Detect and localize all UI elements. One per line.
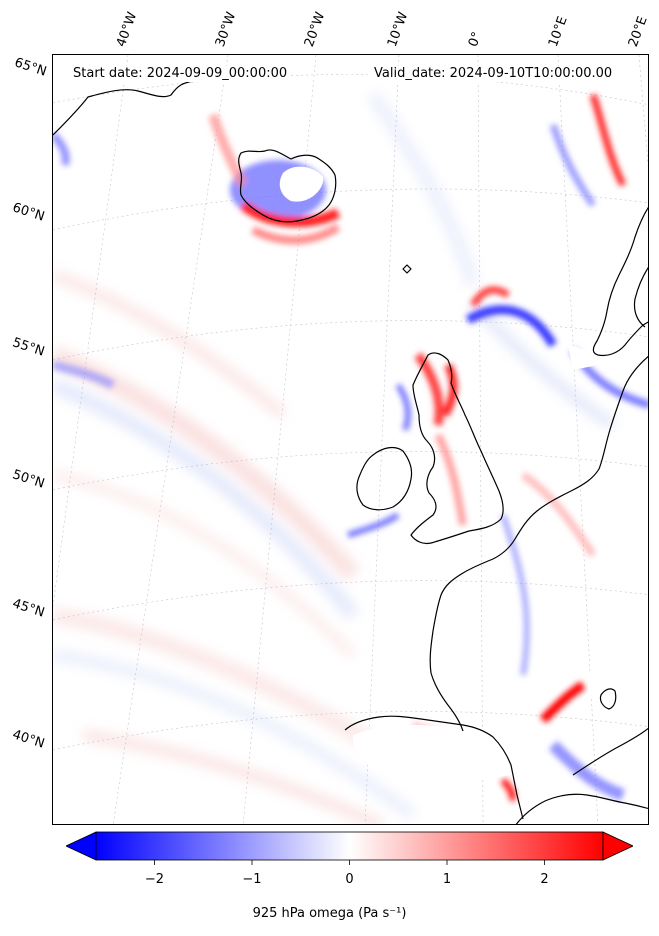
colorbar-tick-label: −1 [242,872,262,887]
lat-label-40n: 40°N [10,727,47,752]
coast-north-africa [515,793,648,824]
masked-terrain [279,166,648,784]
colorbar [66,831,633,865]
lat-label-55n: 55°N [10,335,47,360]
colorbar-tick-label: 2 [540,872,549,887]
lat-label-65n: 65°N [12,55,49,80]
coast-continent [429,355,648,732]
coast-sardinia [599,688,617,710]
coast-norway [592,206,648,357]
colorbar-tick-label: −2 [144,872,165,887]
lon-label-10e: 10°E [545,14,571,50]
graticule [53,55,648,824]
lat-label-60n: 60°N [10,200,47,225]
lon-label-20w: 20°W [301,10,329,49]
colorbar-tick-label: 1 [442,872,452,887]
lon-label-30w: 30°W [212,10,240,49]
colorbar-body [95,831,604,861]
background-bands [53,91,616,824]
start-date-label: Start date: 2024-09-09_00:00:00 [69,66,292,82]
colorbar-tick-label: 0 [345,872,354,887]
coast-iberia [344,715,524,820]
coastlines [53,76,648,824]
coast-iceland [238,149,337,223]
omega-map [53,55,648,824]
lon-label-10w: 10°W [384,10,412,49]
coast-med-east [572,727,648,776]
colorbar-label: 925 hPa omega (Pa s⁻¹) [252,906,407,921]
colorbar-extend-low [66,831,97,861]
omega-anomalies [53,93,648,803]
coast-greenland [53,76,204,136]
colorbar-ticks [154,860,545,865]
map-panel[interactable] [52,54,649,825]
colorbar-extend-high [602,831,633,861]
lon-label-20e: 20°E [625,14,651,50]
coast-ireland [356,446,413,511]
lat-label-45n: 45°N [10,596,47,621]
coast-great-britain [410,352,504,545]
coast-sweden [633,266,648,328]
lon-label-0: 0° [465,29,486,49]
coast-faroe [402,264,412,274]
lon-label-40w: 40°W [113,10,141,49]
lat-label-50n: 50°N [10,467,47,492]
valid-date-label: Valid_date: 2024-09-10T10:00:00.00 [370,66,617,82]
